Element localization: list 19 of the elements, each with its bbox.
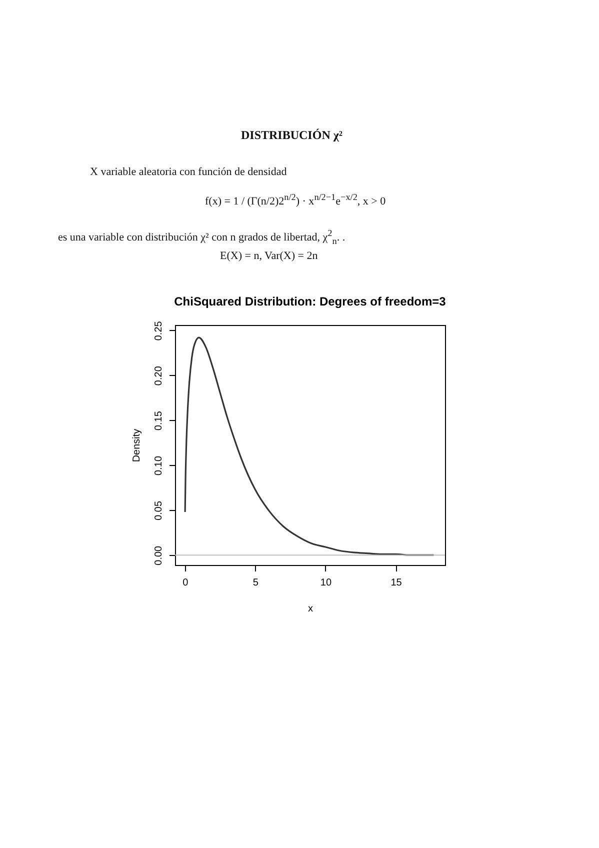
- text: DISTRIBUCIÓN χ²: [241, 128, 342, 143]
- x-tick-label: 0: [182, 578, 189, 588]
- text: E(X) = n, Var(X) = 2n: [220, 250, 318, 262]
- line-series: [184, 336, 435, 556]
- text: f(x) = 1 / (Γ(n/2)2$^{n/2}$) · x$^{n/2−1}$e$^{−x/2}$, x > 0: [205, 192, 386, 208]
- chart-title: ChiSquared Distribution: Degrees of freedom=3: [174, 294, 446, 309]
- x-axis-title: x: [308, 604, 313, 614]
- x-tick-label: 15: [390, 578, 402, 588]
- y-tick-label: 0.15: [154, 410, 164, 431]
- y-tick-label: 0.05: [154, 500, 164, 520]
- y-tick-label: 0.00: [154, 545, 164, 566]
- text: es una variable con distribución χ² con n grados de libertad, χ$^{2}$$_{n}$. .: [58, 228, 346, 246]
- y-tick-label: 0.10: [154, 456, 164, 476]
- y-tick-label: 0.20: [154, 366, 164, 386]
- text: X variable aleatoria con función de densidad: [90, 166, 287, 178]
- x-tick-label: 10: [320, 578, 332, 588]
- x-tick-label: 5: [252, 578, 259, 588]
- y-tick-label: 0.25: [154, 320, 164, 341]
- y-axis-title: Density: [132, 428, 142, 462]
